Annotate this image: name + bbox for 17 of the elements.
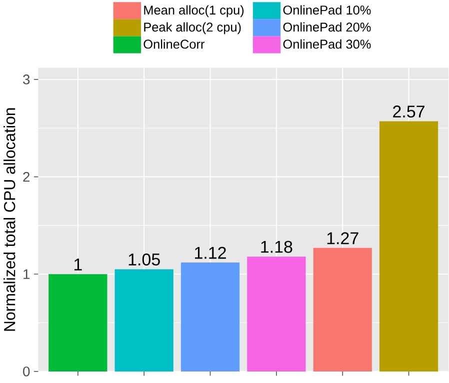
data-label: 1.12 (195, 246, 226, 259)
y-tick-label: 3 (23, 74, 30, 84)
legend-label: OnlinePad 30% (283, 39, 371, 49)
legend-label: OnlineCorr (144, 39, 204, 49)
y-tick-label: 1 (24, 269, 30, 279)
data-label: 1 (74, 258, 82, 270)
data-label: 1.27 (327, 232, 358, 244)
legend-label: Peak alloc(2 cpu) (144, 22, 241, 34)
y-tick-label: 0 (23, 366, 30, 376)
y-tick-label: 2 (23, 172, 30, 182)
data-label: 2.57 (393, 106, 424, 118)
legend-label: Mean alloc(1 cpu) (144, 5, 244, 18)
y-axis-title: Normalized total CPU allocation (4, 108, 16, 331)
data-label: 1.05 (128, 253, 160, 266)
legend-label: OnlinePad 20% (283, 22, 371, 32)
data-label: 1.18 (261, 240, 292, 253)
legend-label: OnlinePad 10% (283, 5, 371, 15)
